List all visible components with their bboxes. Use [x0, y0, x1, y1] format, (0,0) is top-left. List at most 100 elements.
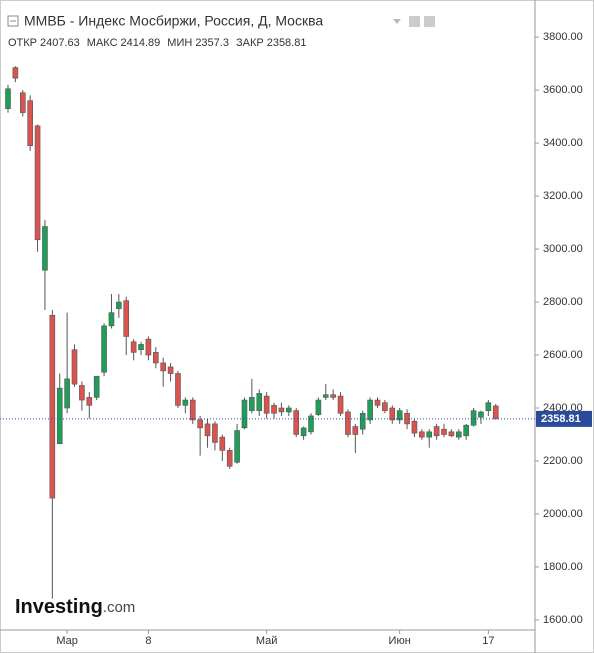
- ohlc-value: 2407.63: [40, 37, 80, 49]
- candle-body: [49, 314, 56, 499]
- candle-body: [441, 428, 447, 435]
- candle-body: [123, 300, 130, 337]
- candle-body: [64, 378, 70, 409]
- candle-body: [293, 410, 300, 435]
- candle-body: [175, 373, 181, 406]
- candle-body: [79, 385, 85, 401]
- y-tick-label: 3600.00: [543, 84, 583, 96]
- candle-body: [300, 427, 307, 437]
- ohlc-header: ОТКР 2407.63 МАКС 2414.89 МИН 2357.3 ЗАКР 2358.…: [8, 37, 306, 49]
- ohlc-value: 2414.89: [121, 37, 161, 49]
- candle-body: [433, 426, 440, 437]
- candle-body: [404, 412, 410, 425]
- candle-body: [86, 397, 93, 406]
- y-tick-label: 2800.00: [543, 296, 583, 308]
- chart-title: ММВБ - Индекс Мосбиржи, Россия, Д, Москв…: [24, 13, 323, 29]
- candle-body: [382, 402, 388, 411]
- last-price-box: [536, 410, 592, 427]
- candle-body: [93, 375, 100, 398]
- candle-body: [212, 423, 218, 443]
- watermark-main: Investing: [15, 596, 103, 618]
- candle-body: [345, 411, 351, 435]
- candle-body: [56, 387, 63, 445]
- watermark: Investing.com: [15, 596, 135, 618]
- candle-body: [204, 423, 211, 437]
- candle-body: [308, 415, 314, 433]
- candle-body: [145, 338, 152, 356]
- candle-body: [359, 412, 366, 430]
- candle-body: [278, 407, 285, 413]
- x-tick-label: Мар: [56, 635, 78, 647]
- x-tick-label: Июн: [389, 635, 411, 647]
- ohlc-value: 2358.81: [267, 37, 307, 49]
- candle-body: [5, 88, 11, 109]
- close-icon[interactable]: [424, 16, 435, 27]
- candle-body: [219, 436, 226, 451]
- x-tick-label: 17: [482, 635, 494, 647]
- candle-body: [426, 431, 433, 438]
- settings-icon[interactable]: [409, 16, 420, 27]
- candle-body: [419, 431, 425, 438]
- candle-body: [448, 431, 455, 437]
- candle-body: [42, 226, 48, 271]
- dropdown-arrow[interactable]: [393, 19, 401, 24]
- candle-body: [19, 92, 26, 113]
- x-tick-label: Май: [256, 635, 278, 647]
- y-tick-label: 2400.00: [543, 402, 583, 414]
- candle-body: [256, 393, 263, 411]
- y-tick-label: 3800.00: [543, 31, 583, 43]
- candle-body: [226, 450, 233, 467]
- candle-body: [330, 394, 336, 398]
- candle-body: [197, 419, 203, 429]
- candle-body: [463, 424, 469, 437]
- candle-body: [315, 399, 322, 415]
- candle-body: [455, 431, 462, 438]
- candle-body: [12, 67, 19, 79]
- candle-body: [396, 410, 403, 421]
- ohlc-label: ОТКР: [8, 37, 37, 49]
- candle-body: [160, 362, 166, 372]
- y-tick-label: 1800.00: [543, 561, 583, 573]
- y-tick-label: 2000.00: [543, 508, 583, 520]
- ohlc-label: МИН: [167, 37, 192, 49]
- y-tick-label: 3000.00: [543, 243, 583, 255]
- candle-body: [189, 399, 196, 421]
- candle-body: [263, 395, 270, 414]
- candle-body: [34, 125, 41, 241]
- candle-body: [167, 366, 174, 374]
- y-tick-label: 2200.00: [543, 455, 583, 467]
- candle-body: [241, 399, 248, 429]
- candle-body: [271, 405, 277, 414]
- candle-body: [153, 352, 159, 364]
- watermark-suffix: .com: [103, 599, 136, 616]
- candle-body: [389, 407, 396, 421]
- candle-body: [352, 426, 359, 435]
- ohlc-value: 2357.3: [195, 37, 229, 49]
- x-tick-label: 8: [145, 635, 151, 647]
- candle-body: [234, 430, 240, 463]
- y-tick-label: 2600.00: [543, 349, 583, 361]
- y-tick-label: 1600.00: [543, 614, 583, 626]
- y-tick-label: 3400.00: [543, 137, 583, 149]
- candle-body: [478, 411, 484, 418]
- candle-body: [337, 395, 344, 414]
- candle-body: [322, 394, 329, 398]
- candle-body: [116, 301, 122, 309]
- candle-body: [71, 349, 78, 385]
- candle-body: [101, 325, 107, 373]
- last-price-label: 2358.81: [541, 413, 581, 425]
- ohlc-label: ЗАКР: [236, 37, 264, 49]
- y-tick-label: 3200.00: [543, 190, 583, 202]
- candle-body: [492, 405, 499, 420]
- candle-body: [286, 407, 292, 413]
- candle-body: [138, 344, 144, 351]
- candle-body: [108, 312, 115, 327]
- candle-body: [485, 402, 492, 411]
- candle-body: [249, 397, 255, 411]
- ohlc-label: МАКС: [87, 37, 118, 49]
- candle-body: [182, 399, 189, 406]
- candle-body: [470, 410, 477, 426]
